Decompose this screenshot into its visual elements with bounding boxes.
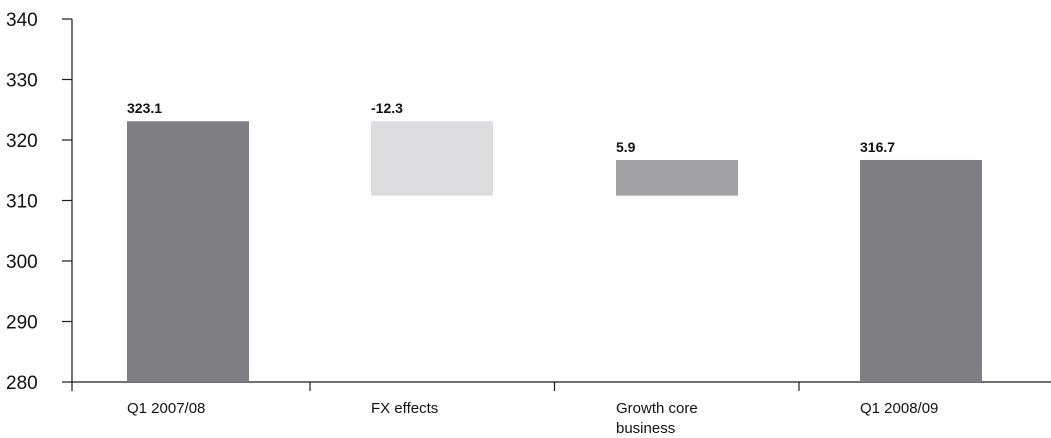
y-tick-label: 310 xyxy=(6,192,38,213)
data-label: 316.7 xyxy=(860,139,895,155)
x-axis xyxy=(71,381,1051,391)
total-bar xyxy=(127,121,249,383)
category-labels: Q1 2007/08 FX effects Growth core business Q… xyxy=(127,400,938,437)
bars xyxy=(127,121,982,383)
y-tick-label: 340 xyxy=(6,10,38,31)
y-tick-label: 300 xyxy=(6,252,38,273)
delta-bar xyxy=(371,121,493,196)
data-label: 323.1 xyxy=(127,100,162,116)
data-label: 5.9 xyxy=(616,139,636,155)
data-label: -12.3 xyxy=(371,100,403,116)
category-label: business xyxy=(616,420,675,437)
delta-bar xyxy=(616,159,738,196)
y-tick-label: 330 xyxy=(6,71,38,92)
y-tick-label: 280 xyxy=(6,373,38,394)
y-tick-label: 320 xyxy=(6,131,38,152)
category-label: Growth core xyxy=(616,400,698,417)
y-tick-label: 290 xyxy=(6,313,38,334)
total-bar xyxy=(860,159,982,382)
category-label: FX effects xyxy=(371,400,438,417)
category-label: Q1 2008/09 xyxy=(860,400,938,417)
category-label: Q1 2007/08 xyxy=(127,400,205,417)
value-labels: 323.1 -12.3 5.9 316.7 xyxy=(127,100,895,155)
y-axis: 280 290 300 310 320 330 340 xyxy=(6,10,73,394)
